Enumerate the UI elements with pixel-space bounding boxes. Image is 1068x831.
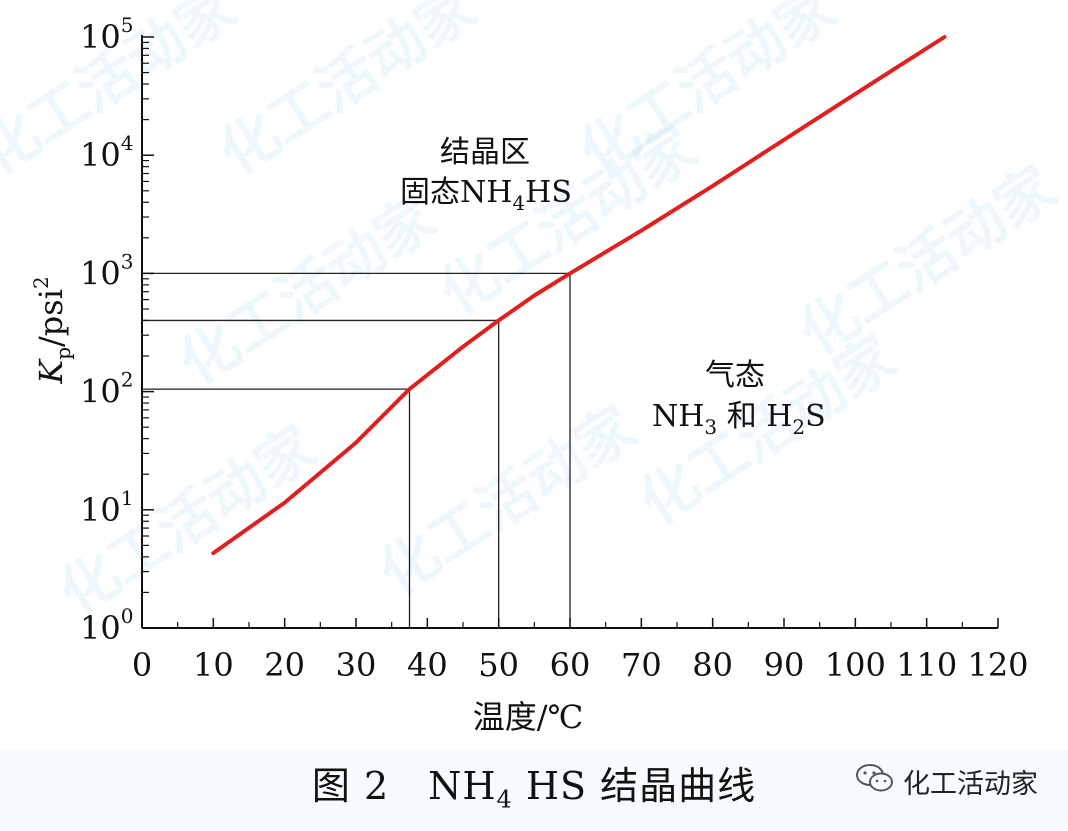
x-tick-label: 80 <box>692 646 733 684</box>
x-tick-label: 20 <box>264 646 305 684</box>
gas-region-sublabel: NH3 和 H2S <box>652 399 826 439</box>
reference-lines <box>142 272 571 628</box>
x-tick-label: 70 <box>621 646 662 684</box>
y-tick-label: 101 <box>80 486 133 529</box>
brand-badge: 化工活动家 <box>855 762 1038 801</box>
x-tick-label: 100 <box>825 646 886 684</box>
x-tick-label: 30 <box>336 646 377 684</box>
y-tick-label: 102 <box>80 368 133 411</box>
chart-svg: 0 10 20 30 40 50 60 70 80 90 100 110 120 100 101 102 103… <box>29 13 1029 736</box>
x-tick-label: 90 <box>764 646 805 684</box>
y-tick-label: 105 <box>80 13 133 56</box>
y-axis-title: Kp/psi2 <box>29 276 75 384</box>
x-tick-label: 110 <box>896 646 957 684</box>
caption-suffix: HS 结晶曲线 <box>512 764 757 808</box>
tick-labels: 0 10 20 30 40 50 60 70 80 90 100 110 120 100 101 102 103… <box>80 13 1029 684</box>
wechat-icon <box>855 762 895 801</box>
x-tick-label: 10 <box>193 646 234 684</box>
axes <box>141 35 999 629</box>
y-tick-label: 103 <box>80 249 133 292</box>
x-tick-label: 120 <box>967 646 1028 684</box>
caption-subscript: 4 <box>496 785 513 814</box>
crystal-region-label: 结晶区 <box>440 135 530 170</box>
y-tick-label: 104 <box>80 131 133 174</box>
x-tick-label: 50 <box>478 646 519 684</box>
crystal-region-sublabel: 固态NH4HS <box>400 175 572 215</box>
series-layer <box>211 35 947 556</box>
x-tick-label: 0 <box>132 646 152 684</box>
y-tick-label: 100 <box>80 604 133 647</box>
x-axis-title: 温度/℃ <box>473 698 584 736</box>
brand-name: 化工活动家 <box>903 769 1038 800</box>
caption-prefix: 图 2 NH <box>311 764 497 808</box>
x-tick-label: 40 <box>407 646 448 684</box>
figure-caption: 图 2 NH4 HS 结晶曲线 <box>0 755 1068 814</box>
gas-region-label: 气态 <box>705 358 765 393</box>
x-tick-label: 60 <box>550 646 591 684</box>
chart-area: 化工活动家 化工活动家 化工活动家 化工活动家 化工活动家 化工活动家 化工活动… <box>0 0 1068 736</box>
crystallization-curve <box>211 35 947 556</box>
